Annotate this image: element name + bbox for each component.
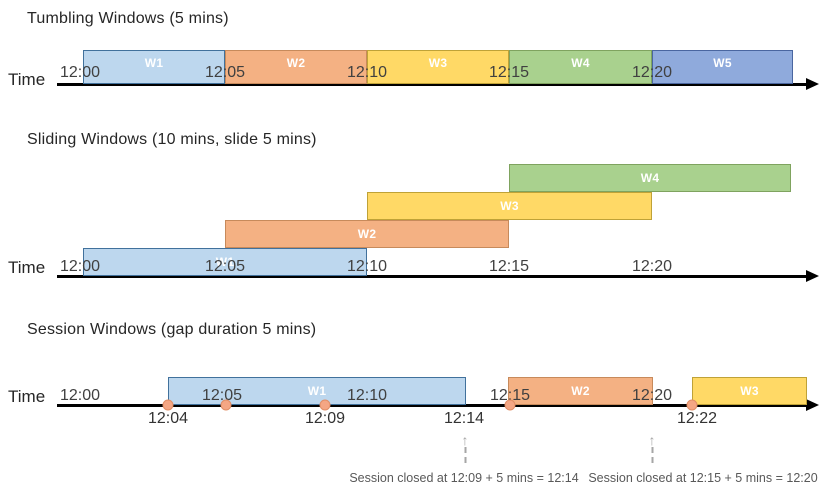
window-label: W2	[286, 56, 306, 70]
time-axis-label: Time	[8, 387, 46, 406]
time-axis-line	[57, 404, 807, 407]
section-title: Sliding Windows (10 mins, slide 5 mins)	[27, 131, 317, 148]
tick-label: 12:05	[201, 387, 243, 404]
window-bar-w3: W3	[367, 50, 509, 84]
section-title: Session Windows (gap duration 5 mins)	[27, 321, 317, 338]
tick-label: 12:20	[631, 387, 673, 404]
annotation-arrow-icon: ↑	[461, 432, 469, 463]
dashed-stem	[464, 447, 466, 463]
event-dot	[220, 399, 232, 411]
tick-label: 12:15	[488, 258, 530, 275]
tick-label: 12:00	[59, 258, 101, 275]
annotation-text: Session closed at 12:09 + 5 mins = 12:14	[349, 471, 579, 485]
arrow-up-icon: ↑	[648, 432, 656, 448]
tick-label: 12:00	[59, 64, 101, 81]
time-axis-label: Time	[8, 258, 46, 277]
time-axis-line	[57, 275, 807, 278]
window-label: W4	[640, 171, 660, 185]
window-label: W1	[215, 255, 235, 269]
window-bar-w4: W4	[509, 164, 791, 192]
axis-arrowhead-icon	[806, 270, 819, 282]
axis-arrowhead-icon	[806, 78, 819, 90]
event-dot	[319, 399, 331, 411]
tick-label: 12:15	[489, 387, 531, 404]
window-label: W3	[428, 56, 448, 70]
window-label: W2	[357, 227, 377, 241]
event-time-label: 12:14	[443, 410, 485, 427]
window-bar-w3: W3	[367, 192, 652, 220]
tick-label: 12:10	[346, 387, 388, 404]
window-label: W3	[500, 199, 519, 213]
tick-label: 12:20	[631, 64, 673, 81]
annotation-text: Session closed at 12:15 + 5 mins = 12:20	[588, 471, 818, 485]
dashed-stem	[651, 447, 653, 463]
window-bar-w5: W5	[652, 50, 793, 84]
tick-label: 12:05	[204, 64, 246, 81]
annotation-arrow-icon: ↑	[648, 432, 656, 463]
tick-label: 12:00	[59, 387, 101, 404]
window-bar-w3: W3	[692, 377, 807, 405]
axis-arrowhead-icon	[806, 399, 819, 411]
tick-label: 12:10	[346, 258, 388, 275]
window-bar-w1: W1	[83, 248, 367, 276]
event-time-label: 12:04	[147, 410, 189, 427]
section-title: Tumbling Windows (5 mins)	[27, 10, 229, 27]
window-bar-w1: W1	[168, 377, 466, 405]
arrow-up-icon: ↑	[461, 432, 469, 448]
window-label: W5	[713, 56, 732, 70]
tick-label: 12:05	[204, 258, 246, 275]
window-bar-w1: W1	[83, 50, 225, 84]
window-bar-w4: W4	[509, 50, 652, 84]
window-label: W1	[307, 384, 327, 398]
event-dot	[686, 399, 698, 411]
tick-label: 12:20	[631, 258, 673, 275]
window-bar-w2: W2	[225, 50, 367, 84]
window-label: W1	[144, 56, 164, 70]
event-time-label: 12:22	[676, 410, 718, 427]
event-time-label: 12:09	[304, 410, 346, 427]
window-bar-w2: W2	[508, 377, 653, 405]
event-dot	[504, 399, 516, 411]
time-axis-line	[57, 83, 807, 86]
window-bar-w2: W2	[225, 220, 509, 248]
tick-label: 12:15	[488, 64, 530, 81]
window-label: W3	[740, 384, 759, 398]
event-dot	[162, 399, 174, 411]
window-label: W4	[571, 56, 590, 70]
time-axis-label: Time	[8, 70, 46, 89]
window-label: W2	[571, 384, 590, 398]
tick-label: 12:10	[346, 64, 388, 81]
